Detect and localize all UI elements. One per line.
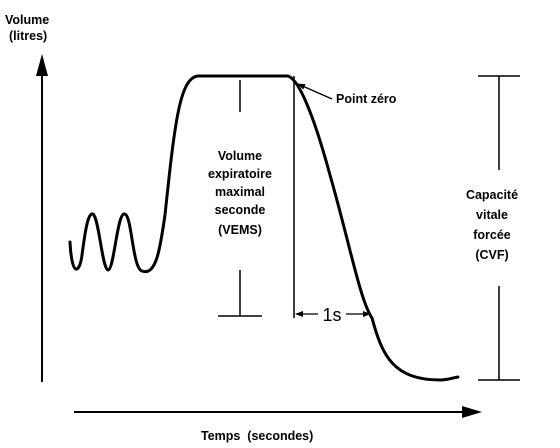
one-second-label: 1s: [322, 305, 341, 325]
x-axis: [74, 406, 482, 418]
y-axis-label-line2: (litres): [9, 29, 47, 43]
svg-text:expiratoire: expiratoire: [208, 167, 272, 181]
svg-text:vitale: vitale: [476, 208, 508, 222]
point-zero-marker: [293, 76, 333, 318]
svg-text:forcée: forcée: [473, 228, 511, 242]
svg-text:maximal: maximal: [215, 185, 265, 199]
svg-text:Volume: Volume: [218, 149, 262, 163]
svg-text:seconde: seconde: [215, 203, 266, 217]
volume-curve: [68, 74, 460, 382]
point-zero-label: Point zéro: [336, 92, 397, 106]
cvf-label: Capacité vitale forcée (CVF): [466, 188, 518, 262]
x-axis-label: Temps (secondes): [201, 429, 313, 443]
cvf-bracket: [478, 75, 520, 381]
svg-text:(VEMS): (VEMS): [218, 223, 262, 237]
vems-label: Volume expiratoire maximal seconde (VEMS…: [208, 149, 272, 237]
y-axis: [36, 54, 48, 382]
vems-bracket: [218, 80, 262, 317]
y-axis-label-line1: Volume: [5, 13, 49, 27]
svg-text:(CVF): (CVF): [475, 248, 508, 262]
svg-text:Capacité: Capacité: [466, 188, 518, 202]
